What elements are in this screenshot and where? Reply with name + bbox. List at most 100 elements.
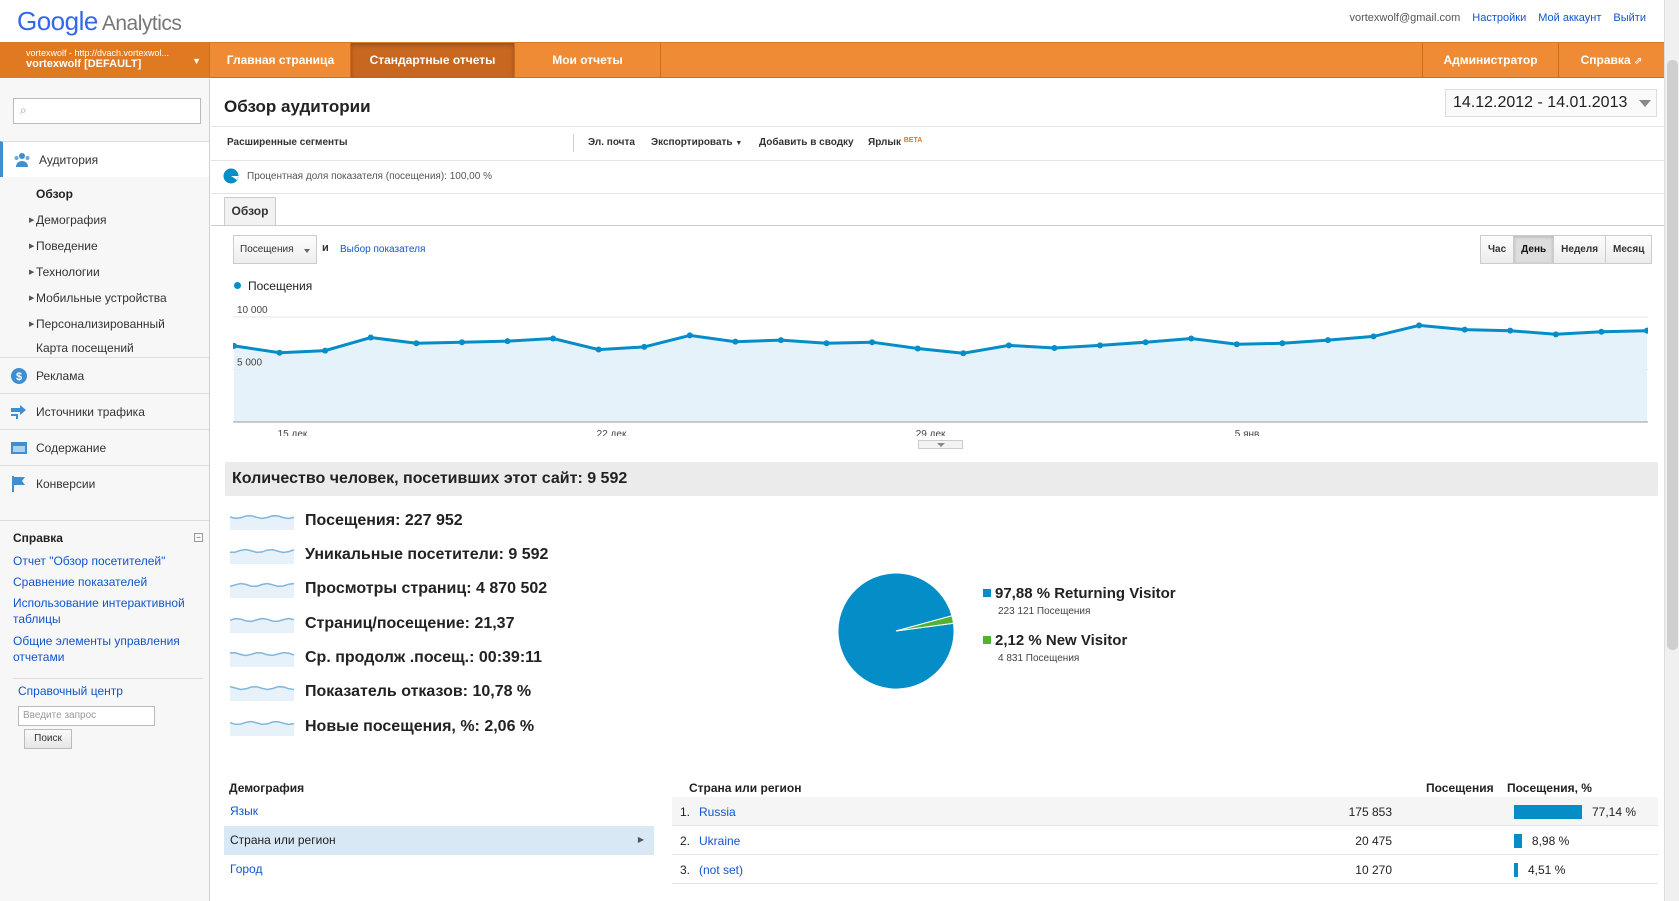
- export-label: Экспортировать: [651, 137, 733, 148]
- nav-admin[interactable]: Администратор: [1422, 43, 1558, 78]
- data-point: [960, 350, 967, 357]
- tab-divider: [211, 225, 1664, 226]
- share-pct: 77,14 %: [1592, 805, 1637, 819]
- account-property: vortexwolf - http://dvach.vortexwol...: [26, 48, 170, 58]
- nav-help[interactable]: Справка ⇗: [1558, 43, 1664, 78]
- table-row[interactable]: 1. Russia 175 853 77,14 %: [672, 797, 1658, 826]
- data-point: [914, 345, 921, 352]
- metric-select-value: Посещения: [240, 244, 294, 255]
- google-analytics-logo[interactable]: Google Analytics: [17, 6, 182, 37]
- sidebar-item-demographics[interactable]: ▶ Демография: [29, 213, 107, 227]
- sidebar-item-custom[interactable]: ▶ Персонализированный: [29, 317, 165, 331]
- expand-arrow-icon: ▶: [29, 295, 35, 302]
- granularity-hour-button[interactable]: Час: [1481, 236, 1514, 263]
- logo-analytics-text: Analytics: [101, 12, 182, 35]
- data-point: [458, 339, 465, 346]
- account-selector[interactable]: vortexwolf - http://dvach.vortexwol... v…: [0, 43, 210, 78]
- advanced-segments-button[interactable]: Расширенные сегменты: [227, 137, 348, 148]
- country-link[interactable]: Ukraine: [699, 834, 741, 848]
- visitor-type-pie-chart[interactable]: [837, 572, 955, 690]
- nav-tab-standard-reports[interactable]: Стандартные отчеты: [351, 43, 515, 78]
- country-column-header[interactable]: Страна или регион: [689, 781, 802, 795]
- data-point: [322, 347, 329, 354]
- demography-item-language[interactable]: Язык: [230, 804, 259, 818]
- sidebar-section-audience[interactable]: Аудитория: [0, 141, 209, 177]
- sidebar-item-overview[interactable]: Обзор: [36, 187, 73, 201]
- visits-pct-column-header[interactable]: Посещения, %: [1507, 781, 1592, 795]
- summary-stat-label: Посещения: 227 952: [305, 512, 463, 529]
- help-link-compare-metrics[interactable]: Сравнение показателей: [13, 575, 148, 589]
- svg-text:$: $: [16, 371, 22, 383]
- data-point: [233, 342, 237, 349]
- share-bar: [1514, 834, 1522, 848]
- granularity-day-button[interactable]: День: [1513, 236, 1554, 263]
- sidebar-section-label: Реклама: [36, 369, 85, 383]
- expand-arrow-icon: ▶: [29, 243, 35, 250]
- tab-overview[interactable]: Обзор: [224, 197, 276, 226]
- help-link-interactive-table[interactable]: Использование интерактивной таблицы: [13, 596, 185, 626]
- country-link[interactable]: Russia: [699, 805, 736, 819]
- my-account-link[interactable]: Мой аккаунт: [1538, 12, 1602, 24]
- scrollbar-thumb[interactable]: [1667, 60, 1678, 650]
- collapse-icon[interactable]: −: [194, 533, 203, 542]
- table-row[interactable]: 2. Ukraine 20 475 8,98 %: [672, 826, 1658, 855]
- export-button[interactable]: Экспортировать ▼: [651, 137, 742, 148]
- sign-out-link[interactable]: Выйти: [1613, 12, 1646, 24]
- data-point: [1370, 333, 1377, 340]
- granularity-month-button[interactable]: Месяц: [1605, 236, 1652, 263]
- date-range-picker[interactable]: 14.12.2012 - 14.01.2013: [1445, 89, 1657, 117]
- visits-value: 20 475: [1355, 834, 1392, 848]
- pie-legend-returning: 97,88 % Returning Visitor 223 121 Посеще…: [983, 585, 1176, 617]
- sidebar-search-input[interactable]: ⌕: [13, 98, 201, 124]
- demography-item-country[interactable]: Страна или регион ▶: [224, 826, 654, 855]
- sidebar-item-behavior[interactable]: ▶ Поведение: [29, 239, 98, 253]
- settings-link[interactable]: Настройки: [1472, 12, 1527, 24]
- sidebar-item-visitors-flow[interactable]: Карта посещений: [36, 341, 134, 355]
- help-search-button[interactable]: Поиск: [24, 729, 72, 749]
- country-link[interactable]: (not set): [699, 863, 744, 877]
- expand-arrow-icon: ▶: [29, 269, 35, 276]
- nav-tab-my-reports[interactable]: Мои отчеты: [515, 43, 661, 78]
- visits-column-header[interactable]: Посещения: [1426, 781, 1494, 795]
- logo-google-text: Google: [17, 6, 98, 36]
- help-link-report-controls[interactable]: Общие элементы управления отчетами: [13, 634, 180, 664]
- nav-tab-home[interactable]: Главная страница: [211, 43, 351, 78]
- vertical-scrollbar[interactable]: [1664, 0, 1679, 901]
- sidebar-section-traffic-sources[interactable]: Источники трафика: [0, 393, 209, 429]
- summary-stat-label: Показатель отказов: 10,78 %: [305, 683, 532, 700]
- data-point: [1324, 337, 1331, 344]
- chart-expand-handle[interactable]: [918, 440, 963, 449]
- row-number: 3.: [680, 863, 691, 877]
- pick-metric-link[interactable]: Выбор показателя: [340, 244, 426, 255]
- help-link-visitors-overview[interactable]: Отчет "Обзор посетителей": [13, 554, 166, 568]
- shortcut-button[interactable]: Ярлык BETA: [868, 137, 922, 148]
- table-row[interactable]: 3. (not set) 10 270 4,51 %: [672, 855, 1658, 884]
- legend-dot: [234, 282, 241, 289]
- chevron-right-icon: ▶: [637, 835, 644, 844]
- shortcut-label: Ярлык: [868, 137, 901, 148]
- demography-item-city[interactable]: Город: [230, 862, 263, 876]
- data-point: [1552, 331, 1559, 338]
- pie-slice[interactable]: [895, 615, 955, 632]
- sidebar-section-conversions[interactable]: Конверсии: [0, 465, 209, 501]
- metric-select[interactable]: Посещения: [233, 235, 317, 264]
- demography-title: Демография: [229, 781, 305, 795]
- granularity-week-button[interactable]: Неделя: [1553, 236, 1606, 263]
- help-search-input[interactable]: Введите запрос: [18, 706, 155, 726]
- data-point: [1051, 344, 1058, 351]
- sidebar-section-advertising[interactable]: $ Реклама: [0, 357, 209, 393]
- granularity-switch: Час День Неделя Месяц: [1480, 235, 1653, 264]
- external-link-icon: ⇗: [1633, 56, 1643, 67]
- sidebar-section-content[interactable]: Содержание: [0, 429, 209, 465]
- summary-stat-label: Ср. продолж .посещ.: 00:39:11: [305, 649, 543, 666]
- visits-line-chart[interactable]: 10 000 5 000 15 дек. 22 дек. 29 дек. 5 янв.: [233, 296, 1648, 436]
- sidebar-item-mobile[interactable]: ▶ Мобильные устройства: [29, 291, 167, 305]
- email-button[interactable]: Эл. почта: [588, 137, 635, 148]
- data-point: [1005, 342, 1012, 349]
- summary-stat-label: Уникальные посетители: 9 592: [305, 546, 549, 563]
- row-number: 2.: [680, 834, 691, 848]
- sidebar-item-technology[interactable]: ▶ Технологии: [29, 265, 100, 279]
- data-point: [1188, 335, 1195, 342]
- add-to-dashboard-button[interactable]: Добавить в сводку: [759, 137, 854, 148]
- help-center-link[interactable]: Справочный центр: [18, 684, 123, 698]
